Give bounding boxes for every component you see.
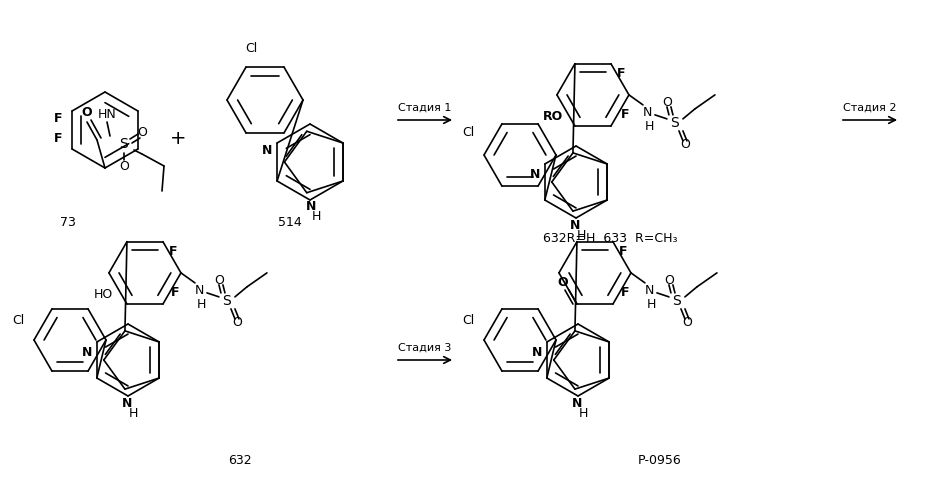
Text: O: O — [664, 274, 674, 287]
Text: H: H — [128, 407, 138, 419]
Text: H: H — [644, 120, 653, 133]
Text: RO: RO — [543, 109, 563, 123]
Text: O: O — [680, 138, 690, 152]
Text: S: S — [120, 137, 128, 151]
Text: F: F — [171, 286, 179, 299]
Text: N: N — [194, 284, 204, 297]
Text: N: N — [644, 284, 653, 297]
Text: F: F — [621, 107, 630, 121]
Text: S: S — [672, 294, 682, 308]
Text: Cl: Cl — [244, 42, 257, 55]
Text: Стадия 2: Стадия 2 — [843, 103, 897, 113]
Text: H: H — [579, 407, 587, 419]
Text: N: N — [122, 397, 132, 410]
Text: F: F — [621, 286, 630, 299]
Text: Cl: Cl — [12, 314, 25, 327]
Text: S: S — [223, 294, 231, 308]
Text: N: N — [570, 219, 581, 232]
Text: HO: HO — [93, 288, 112, 301]
Text: HN: HN — [97, 107, 116, 120]
Text: +: + — [170, 129, 186, 148]
Text: O: O — [662, 96, 672, 109]
Text: F: F — [54, 133, 62, 146]
Text: O: O — [558, 275, 568, 289]
Text: O: O — [214, 274, 224, 287]
Text: Cl: Cl — [462, 127, 474, 140]
Text: 514: 514 — [278, 216, 302, 229]
Text: Стадия 1: Стадия 1 — [398, 103, 451, 113]
Text: O: O — [137, 126, 147, 139]
Text: O: O — [119, 160, 129, 172]
Text: N: N — [531, 345, 542, 358]
Text: Р-0956: Р-0956 — [638, 453, 682, 467]
Text: N: N — [81, 345, 92, 358]
Text: S: S — [670, 116, 680, 130]
Text: N: N — [572, 397, 582, 410]
Text: H: H — [647, 298, 656, 312]
Text: O: O — [82, 105, 93, 118]
Text: 632R=H  633  R=CH₃: 632R=H 633 R=CH₃ — [543, 232, 677, 245]
Text: F: F — [616, 67, 625, 80]
Text: Cl: Cl — [462, 314, 474, 327]
Text: N: N — [642, 106, 651, 119]
Text: N: N — [261, 145, 272, 158]
Text: N: N — [530, 167, 540, 180]
Text: H: H — [312, 210, 322, 223]
Text: F: F — [169, 245, 177, 258]
Text: N: N — [306, 200, 316, 213]
Text: 632: 632 — [228, 453, 252, 467]
Text: F: F — [618, 245, 627, 258]
Text: 73: 73 — [60, 216, 76, 229]
Text: Стадия 3: Стадия 3 — [398, 343, 451, 353]
Text: H: H — [196, 298, 206, 312]
Text: H: H — [576, 229, 585, 242]
Text: O: O — [682, 317, 692, 330]
Text: O: O — [232, 317, 242, 330]
Text: F: F — [54, 112, 62, 126]
